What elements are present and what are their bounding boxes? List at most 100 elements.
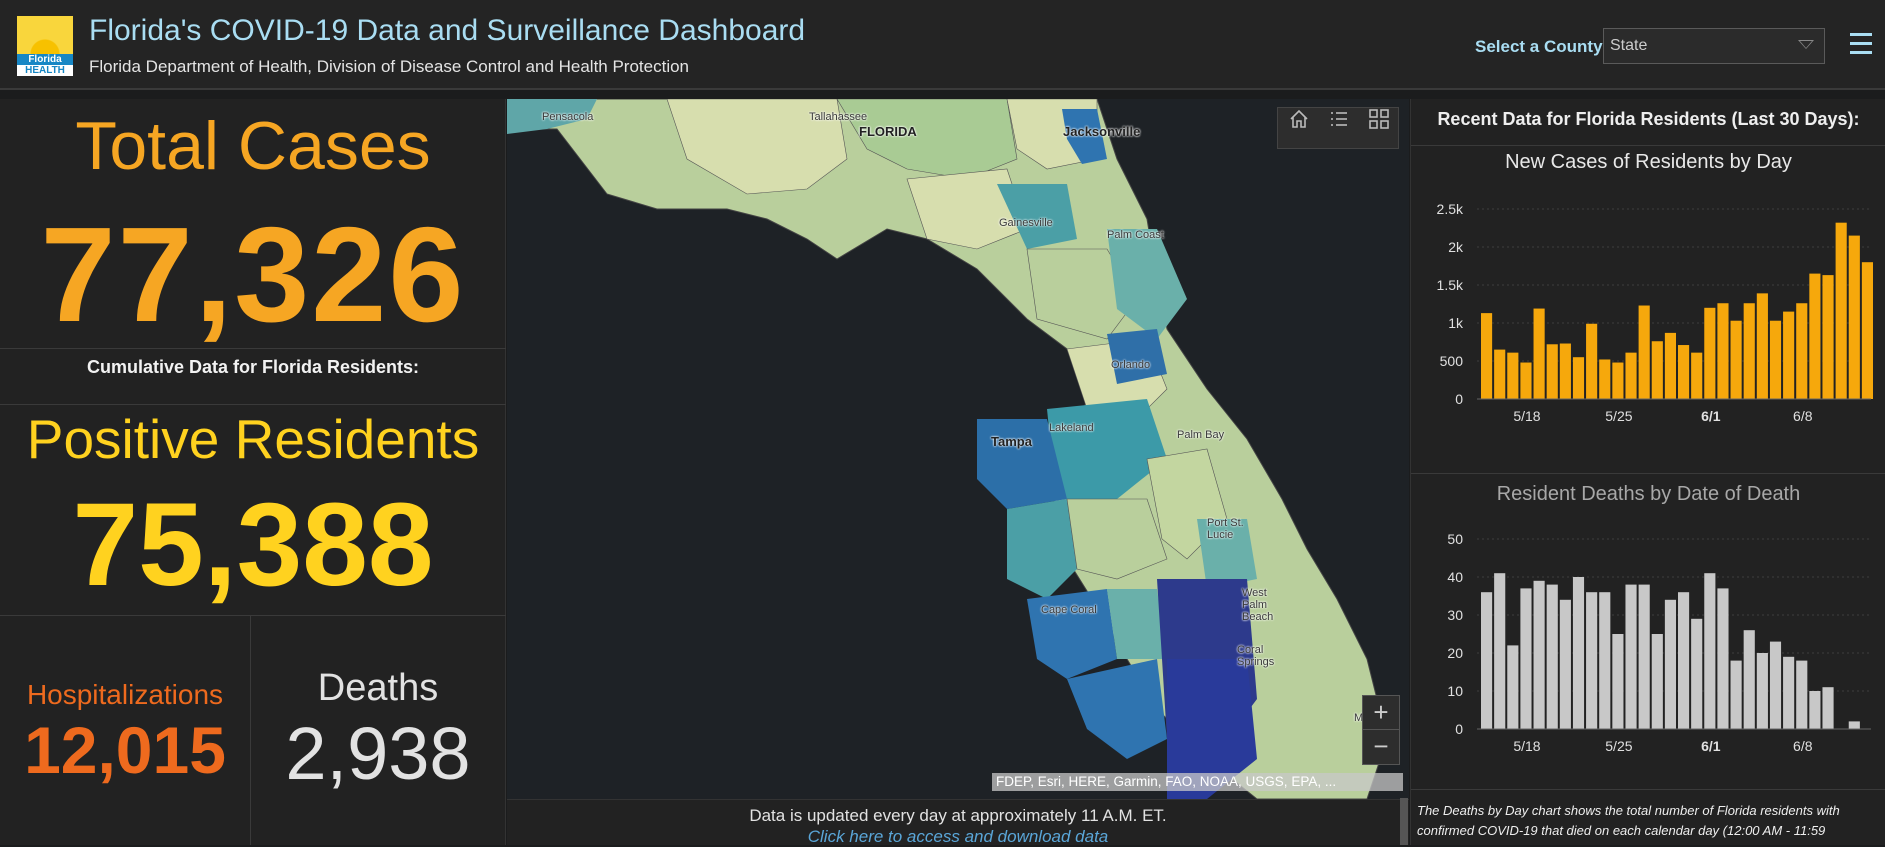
bar[interactable] <box>1848 721 1860 729</box>
bar[interactable] <box>1586 592 1598 729</box>
y-tick-label: 30 <box>1447 607 1463 623</box>
recent-data-panel: Recent Data for Florida Residents (Last … <box>1410 99 1885 845</box>
bar[interactable] <box>1559 343 1571 399</box>
bar[interactable] <box>1848 235 1860 399</box>
deaths-label: Deaths <box>317 667 439 709</box>
bar[interactable] <box>1730 320 1742 399</box>
bar[interactable] <box>1822 275 1834 399</box>
divider <box>250 615 251 845</box>
bar[interactable] <box>1743 303 1755 399</box>
scrollbar[interactable] <box>1400 798 1408 845</box>
total-cases-label: Total Cases <box>75 108 431 184</box>
y-tick-label: 2k <box>1448 239 1464 255</box>
bar[interactable] <box>1691 352 1703 399</box>
bar[interactable] <box>1572 577 1585 729</box>
bar[interactable] <box>1599 359 1611 399</box>
bar[interactable] <box>1783 311 1795 399</box>
y-tick-label: 20 <box>1447 645 1463 661</box>
bar[interactable] <box>1651 634 1663 729</box>
bar[interactable] <box>1769 320 1782 399</box>
bar[interactable] <box>1520 588 1532 729</box>
bar[interactable] <box>1586 323 1598 399</box>
bar[interactable] <box>1481 592 1493 729</box>
recent-data-title: Recent Data for Florida Residents (Last … <box>1437 109 1860 129</box>
legend-icon[interactable] <box>1328 108 1350 130</box>
bar[interactable] <box>1625 352 1637 399</box>
bar[interactable] <box>1730 660 1742 729</box>
bar[interactable] <box>1664 332 1676 399</box>
zoom-control: + − <box>1362 695 1400 765</box>
divider <box>1411 473 1885 474</box>
download-data-link[interactable]: Click here to access and download data <box>807 827 1109 846</box>
divider <box>1411 145 1885 146</box>
divider <box>1411 789 1885 790</box>
bar[interactable] <box>1678 592 1690 729</box>
menu-icon[interactable] <box>1850 33 1872 55</box>
zoom-in-button[interactable]: + <box>1363 696 1399 730</box>
bar[interactable] <box>1756 653 1768 729</box>
deaths-chart-title: Resident Deaths by Date of Death <box>1496 483 1801 505</box>
map-label: Lakeland <box>1049 422 1094 434</box>
bar[interactable] <box>1599 592 1611 729</box>
bar[interactable] <box>1835 222 1847 399</box>
bar[interactable] <box>1572 357 1585 399</box>
divider <box>0 615 506 616</box>
bar[interactable] <box>1664 599 1676 729</box>
x-tick-label: 5/25 <box>1605 738 1632 754</box>
bar[interactable] <box>1678 345 1690 399</box>
bar[interactable] <box>1783 656 1795 729</box>
bar[interactable] <box>1533 580 1545 729</box>
bar[interactable] <box>1638 305 1650 399</box>
bar[interactable] <box>1743 630 1755 729</box>
map-label: Orlando <box>1111 359 1151 371</box>
bar[interactable] <box>1796 660 1808 729</box>
deaths-by-day-chart: 0 10 20 30 40 50 5/18 5/25 6/1 6/8 <box>1447 531 1871 754</box>
bar[interactable] <box>1559 599 1571 729</box>
home-icon[interactable] <box>1288 108 1310 130</box>
map-attribution[interactable]: FDEP, Esri, HERE, Garmin, FAO, NOAA, USG… <box>992 773 1403 791</box>
map-label: West Palm Beach <box>1242 587 1274 623</box>
y-tick-label: 0 <box>1455 391 1463 407</box>
bar[interactable] <box>1809 691 1821 729</box>
bar[interactable] <box>1861 262 1873 399</box>
x-tick-label: 5/18 <box>1513 408 1540 424</box>
bar[interactable] <box>1494 573 1506 729</box>
basemap-gallery-icon[interactable] <box>1368 108 1390 130</box>
bar[interactable] <box>1612 634 1624 729</box>
bar[interactable] <box>1691 618 1703 729</box>
bar[interactable] <box>1494 349 1506 399</box>
x-tick-label: 5/18 <box>1513 738 1540 754</box>
logo-line1: Florida <box>17 54 73 65</box>
bar[interactable] <box>1507 645 1519 729</box>
bar[interactable] <box>1796 303 1808 399</box>
bar[interactable] <box>1717 303 1729 399</box>
bar[interactable] <box>1717 588 1729 729</box>
bar[interactable] <box>1756 293 1768 399</box>
county-select-value: State <box>1610 37 1648 54</box>
bar[interactable] <box>1769 641 1782 729</box>
bar[interactable] <box>1651 341 1663 399</box>
x-tick-label: 6/1 <box>1701 408 1721 424</box>
bar[interactable] <box>1507 352 1519 399</box>
bar[interactable] <box>1704 573 1716 729</box>
bar[interactable] <box>1520 362 1532 399</box>
bar[interactable] <box>1546 344 1558 399</box>
bar[interactable] <box>1546 584 1558 729</box>
x-tick-label: 6/1 <box>1701 738 1721 754</box>
bar[interactable] <box>1481 313 1493 399</box>
county-map[interactable]: Pensacola Tallahassee FLORIDA Jacksonvil… <box>507 99 1409 799</box>
chevron-down-icon <box>1798 40 1814 49</box>
florida-health-logo: Florida HEALTH <box>17 16 73 76</box>
bar[interactable] <box>1822 687 1834 729</box>
divider <box>0 348 506 349</box>
zoom-out-button[interactable]: − <box>1373 731 1389 761</box>
hospitalizations-label: Hospitalizations <box>26 679 224 710</box>
bar[interactable] <box>1625 584 1637 729</box>
cases-chart-title: New Cases of Residents by Day <box>1505 151 1792 173</box>
bar[interactable] <box>1612 362 1624 399</box>
bar[interactable] <box>1638 584 1650 729</box>
bar[interactable] <box>1809 273 1821 399</box>
county-select[interactable]: State <box>1603 28 1825 64</box>
bar[interactable] <box>1704 307 1716 399</box>
bar[interactable] <box>1533 308 1545 399</box>
